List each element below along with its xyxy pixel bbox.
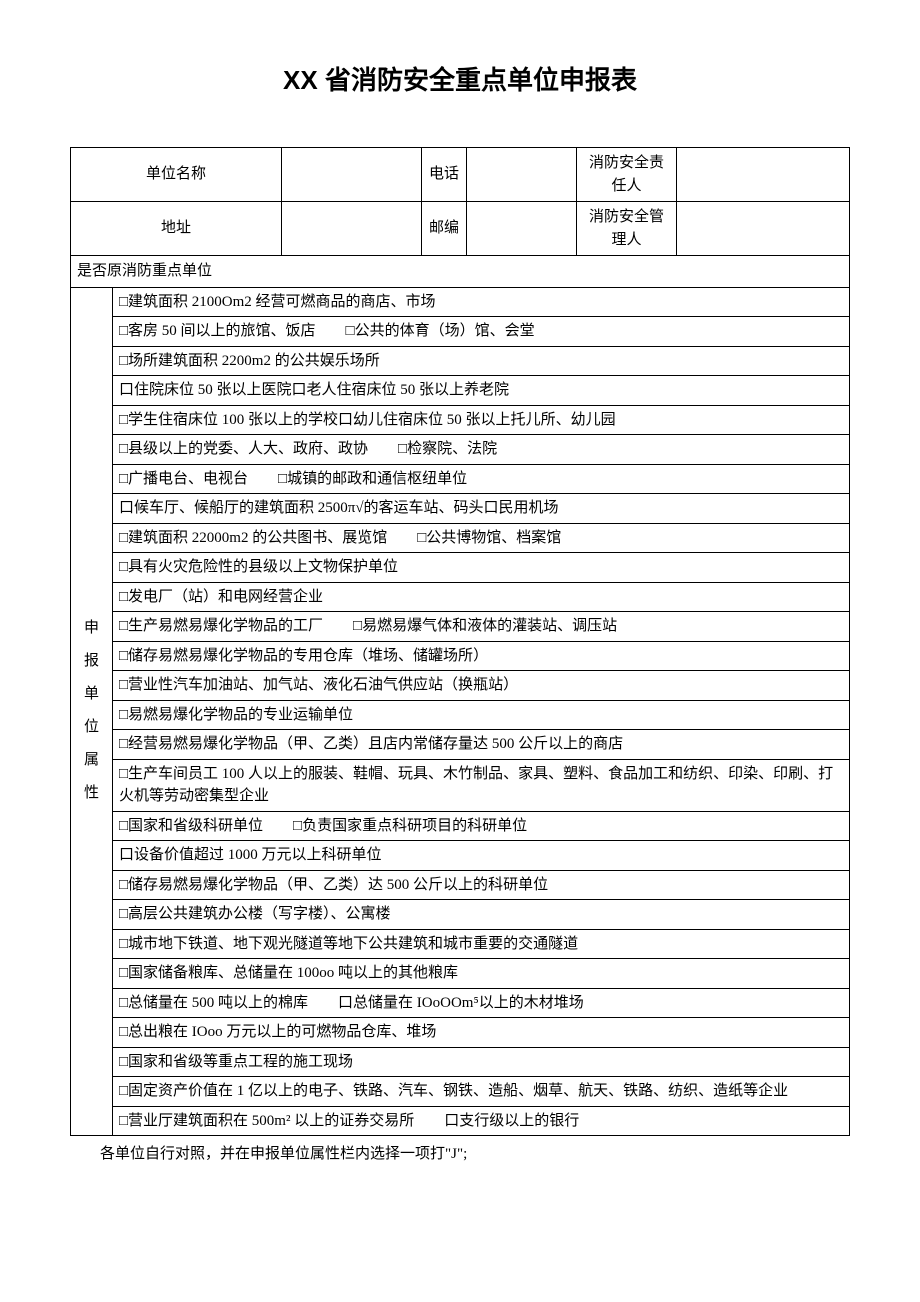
phone-value [466, 148, 576, 202]
safety-manager-value [676, 202, 849, 256]
section-vertical-label: 申报单位属性 [71, 287, 113, 1136]
attr-row: □高层公共建筑办公楼（写字楼）、公寓楼 [113, 900, 850, 930]
attr-row: □营业厅建筑面积在 500m² 以上的证券交易所 口支行级以上的银行 [113, 1106, 850, 1136]
attr-row: □发电厂（站）和电网经营企业 [113, 582, 850, 612]
attr-row: □场所建筑面积 2200m2 的公共娱乐场所 [113, 346, 850, 376]
attr-row: □国家和省级等重点工程的施工现场 [113, 1047, 850, 1077]
attr-row: □生产易燃易爆化学物品的工厂 □易燃易爆气体和液体的灌装站、调压站 [113, 612, 850, 642]
address-label: 地址 [71, 202, 282, 256]
attr-row: □具有火灾危险性的县级以上文物保护单位 [113, 553, 850, 583]
unit-name-value [281, 148, 421, 202]
attr-row: □广播电台、电视台 □城镇的邮政和通信枢纽单位 [113, 464, 850, 494]
attr-row: 口住院床位 50 张以上医院口老人住宿床位 50 张以上养老院 [113, 376, 850, 406]
attr-row: □国家储备粮库、总储量在 100oo 吨以上的其他粮库 [113, 959, 850, 989]
safety-officer-label: 消防安全责任人 [576, 148, 676, 202]
prev-unit-label: 是否原消防重点单位 [71, 256, 850, 288]
attr-row: □建筑面积 2100Om2 经营可燃商品的商店、市场 [113, 287, 850, 317]
attr-row: □易燃易爆化学物品的专业运输单位 [113, 700, 850, 730]
attr-row: 口设备价值超过 1000 万元以上科研单位 [113, 841, 850, 871]
attr-row: 口候车厅、候船厅的建筑面积 2500π√的客运车站、码头口民用机场 [113, 494, 850, 524]
attr-row: □学生住宿床位 100 张以上的学校口幼儿住宿床位 50 张以上托儿所、幼儿园 [113, 405, 850, 435]
attr-row: □储存易燃易爆化学物品（甲、乙类）达 500 公斤以上的科研单位 [113, 870, 850, 900]
attr-row: □固定资产价值在 1 亿以上的电子、铁路、汽车、钢铁、造船、烟草、航天、铁路、纺… [113, 1077, 850, 1107]
attr-row: □生产车间员工 100 人以上的服装、鞋帽、玩具、木竹制品、家具、塑料、食品加工… [113, 759, 850, 811]
safety-manager-label: 消防安全管理人 [576, 202, 676, 256]
attr-row: □县级以上的党委、人大、政府、政协 □检察院、法院 [113, 435, 850, 465]
attr-row: □经营易燃易爆化学物品（甲、乙类）且店内常储存量达 500 公斤以上的商店 [113, 730, 850, 760]
attr-row: □城市地下铁道、地下观光隧道等地下公共建筑和城市重要的交通隧道 [113, 929, 850, 959]
attr-row: □营业性汽车加油站、加气站、液化石油气供应站（换瓶站） [113, 671, 850, 701]
attr-row: □储存易燃易爆化学物品的专用仓库（堆场、储罐场所） [113, 641, 850, 671]
attr-row: □国家和省级科研单位 □负责国家重点科研项目的科研单位 [113, 811, 850, 841]
phone-label: 电话 [421, 148, 466, 202]
safety-officer-value [676, 148, 849, 202]
page-title: XX 省消防安全重点单位申报表 [70, 60, 850, 97]
attr-row: □总储量在 500 吨以上的棉库 口总储量在 IOoOOm⁵以上的木材堆场 [113, 988, 850, 1018]
attr-row: □建筑面积 22000m2 的公共图书、展览馆 □公共博物馆、档案馆 [113, 523, 850, 553]
postcode-value [466, 202, 576, 256]
attr-row: □客房 50 间以上的旅馆、饭店 □公共的体育（场）馆、会堂 [113, 317, 850, 347]
address-value [281, 202, 421, 256]
attr-row: □总出粮在 IOoo 万元以上的可燃物品仓库、堆场 [113, 1018, 850, 1048]
declaration-table: 单位名称 电话 消防安全责任人 地址 邮编 消防安全管理人 是否原消防重点单位 … [70, 147, 850, 1136]
unit-name-label: 单位名称 [71, 148, 282, 202]
footnote: 各单位自行对照，并在申报单位属性栏内选择一项打"J"; [70, 1136, 850, 1166]
postcode-label: 邮编 [421, 202, 466, 256]
